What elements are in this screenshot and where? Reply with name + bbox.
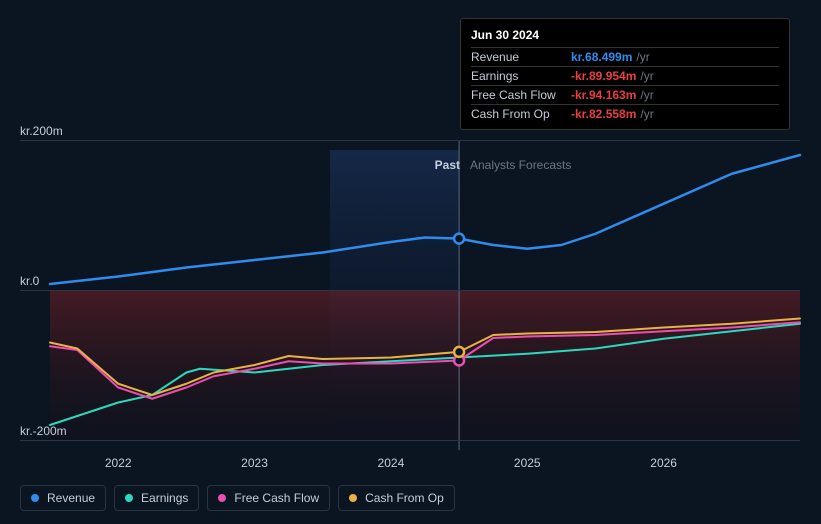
- tooltip-row-value: -kr.94.163m: [571, 88, 636, 102]
- legend-label: Revenue: [47, 491, 95, 505]
- legend-dot-icon: [31, 494, 39, 502]
- tooltip-row-unit: /yr: [640, 88, 653, 102]
- tooltip-row: Cash From Op-kr.82.558m/yr: [471, 104, 779, 123]
- legend-dot-icon: [218, 494, 226, 502]
- x-axis-label: 2026: [650, 456, 677, 470]
- past-label: Past: [435, 158, 460, 172]
- tooltip-row-unit: /yr: [640, 69, 653, 83]
- tooltip-row-unit: /yr: [636, 50, 649, 64]
- legend-label: Cash From Op: [365, 491, 444, 505]
- legend-item-fcf[interactable]: Free Cash Flow: [207, 485, 330, 511]
- y-axis-label: kr.200m: [20, 124, 63, 140]
- legend-dot-icon: [125, 494, 133, 502]
- y-axis-label: kr.-200m: [20, 424, 67, 440]
- legend-label: Free Cash Flow: [234, 491, 319, 505]
- tooltip-date: Jun 30 2024: [471, 25, 779, 47]
- legend-dot-icon: [349, 494, 357, 502]
- legend: Revenue Earnings Free Cash Flow Cash From O…: [20, 485, 455, 511]
- tooltip-row: Earnings-kr.89.954m/yr: [471, 66, 779, 85]
- y-axis-label: kr.0: [20, 274, 39, 290]
- tooltip-row-value: kr.68.499m: [571, 50, 632, 64]
- tooltip-row-label: Earnings: [471, 69, 571, 83]
- data-tooltip: Jun 30 2024 Revenuekr.68.499m/yrEarnings…: [460, 18, 790, 130]
- tooltip-row: Free Cash Flow-kr.94.163m/yr: [471, 85, 779, 104]
- tooltip-row-unit: /yr: [640, 107, 653, 121]
- x-axis-label: 2023: [241, 456, 268, 470]
- tooltip-row-value: -kr.82.558m: [571, 107, 636, 121]
- x-axis-label: 2024: [378, 456, 405, 470]
- forecast-label: Analysts Forecasts: [470, 158, 571, 172]
- x-axis-label: 2022: [105, 456, 132, 470]
- tooltip-row: Revenuekr.68.499m/yr: [471, 47, 779, 66]
- x-axis-label: 2025: [514, 456, 541, 470]
- tooltip-row-label: Free Cash Flow: [471, 88, 571, 102]
- tooltip-row-label: Revenue: [471, 50, 571, 64]
- legend-item-cashop[interactable]: Cash From Op: [338, 485, 455, 511]
- legend-label: Earnings: [141, 491, 188, 505]
- tooltip-row-value: -kr.89.954m: [571, 69, 636, 83]
- legend-item-revenue[interactable]: Revenue: [20, 485, 106, 511]
- tooltip-row-label: Cash From Op: [471, 107, 571, 121]
- legend-item-earnings[interactable]: Earnings: [114, 485, 199, 511]
